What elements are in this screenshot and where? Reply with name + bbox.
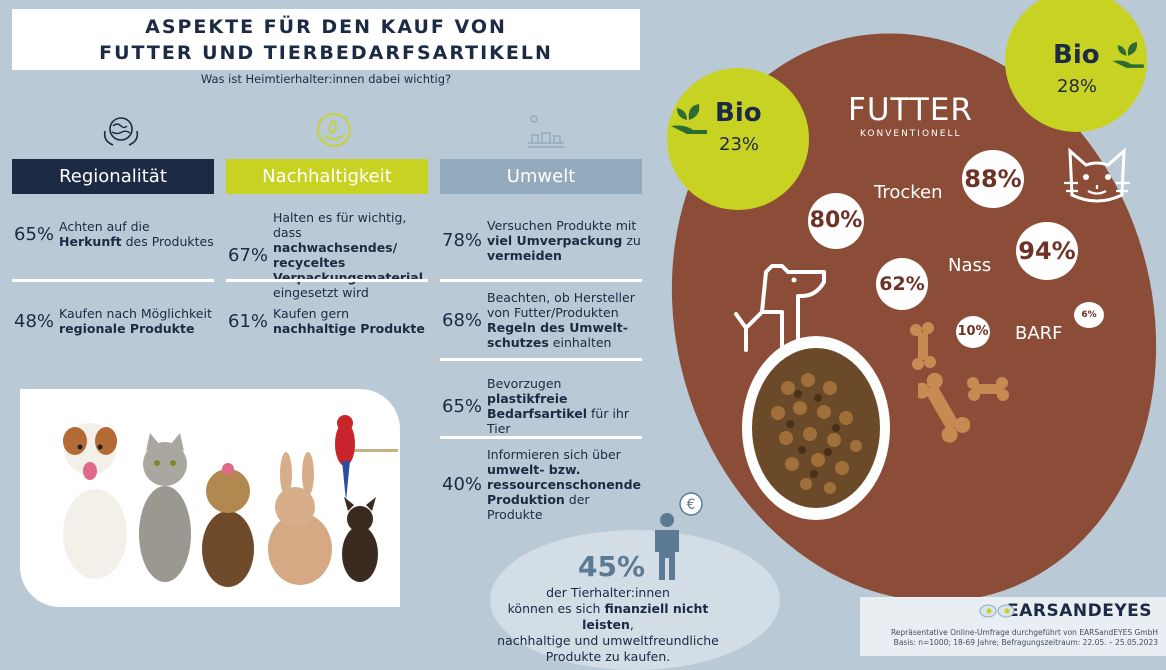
divider	[440, 279, 642, 282]
stat-text: Halten es für wichtig, dass nachwachsend…	[273, 210, 424, 300]
stat-regional-produkte: 48% Kaufen nach Möglichkeit regionale Pr…	[14, 306, 214, 336]
bubble-dog-trocken: 80%	[808, 193, 864, 249]
stat-umwelt-plastikfrei: 65% Bevorzugen plastikfreie Bedarfsartik…	[442, 376, 642, 436]
bubble-cat-nass: 94%	[1016, 222, 1078, 280]
leaf-hand-icon	[1112, 41, 1144, 68]
bubble-dog-nass: 62%	[876, 258, 928, 310]
euro-person-icon: €	[655, 492, 703, 580]
dog-icon	[734, 264, 826, 352]
stat-text: Beachten, ob Hersteller von Futter/Produ…	[487, 290, 635, 350]
stat-nachhaltig-produkte: 61% Kaufen gern nachhaltige Produkte	[228, 306, 428, 336]
stat-percent: 65%	[14, 223, 55, 245]
stat-text: Informieren sich über umwelt- bzw. resso…	[487, 447, 641, 522]
stat-percent: 68%	[442, 309, 483, 331]
category-umwelt: Umwelt	[440, 159, 642, 194]
leaf-hands-icon	[317, 113, 351, 147]
stat-percent: 61%	[228, 310, 269, 332]
bubble-dog-barf: 10%	[956, 316, 990, 348]
bone-icon	[910, 322, 936, 370]
stat-umwelt-umverpackung: 78% Versuchen Produkte mit viel Umverpac…	[442, 218, 642, 263]
brand-logo: EARSANDEYES	[1007, 601, 1152, 621]
footer-text: Repräsentative Online-Umfrage durchgefüh…	[890, 628, 1158, 647]
stat-percent: 78%	[442, 230, 483, 251]
futter-subtitle: KONVENTIONELL	[860, 129, 962, 139]
stat-umwelt-produktion: 40% Informieren sich über umwelt- bzw. r…	[442, 447, 642, 522]
stat-percent: 40%	[442, 474, 483, 495]
svg-text:€: €	[687, 497, 696, 513]
divider	[440, 436, 642, 439]
divider	[226, 279, 428, 282]
title-line-2: FUTTER UND TIERBEDARFSARTIKELN	[99, 42, 553, 64]
sun-landscape-icon	[528, 115, 564, 148]
money-text: der Tierhalter:innen können es sich fina…	[497, 585, 719, 664]
label-barf: BARF	[1015, 323, 1063, 344]
footer: EARSANDEYES Repräsentative Online-Umfrag…	[860, 597, 1166, 656]
subtitle: Was ist Heimtierhalter:innen dabei wicht…	[200, 72, 452, 86]
leaf-hand-icon	[671, 104, 707, 134]
title-box: ASPEKTE FÜR DEN KAUF VON FUTTER UND TIER…	[12, 9, 640, 70]
bio-dog-percent: 23%	[719, 134, 760, 155]
chihuahua-figure	[342, 497, 378, 582]
cat-figure	[139, 433, 191, 582]
rabbit-figure	[268, 452, 332, 585]
category-nachhaltigkeit: Nachhaltigkeit	[226, 159, 428, 194]
stat-percent: 65%	[442, 395, 483, 417]
stat-text: Versuchen Produkte mit viel Umverpackung…	[487, 218, 641, 263]
money-percent: 45%	[578, 550, 646, 583]
pets-illustration	[63, 415, 398, 587]
money-oval	[490, 530, 780, 670]
stat-text: Kaufen gern nachhaltige Produkte	[273, 306, 425, 336]
label-nass: Nass	[948, 255, 992, 276]
bone-icon	[918, 372, 970, 443]
bio-cat-percent: 28%	[1057, 76, 1098, 97]
parrot-figure	[335, 415, 398, 501]
title-line-1: ASPEKTE FÜR DEN KAUF VON	[145, 16, 507, 38]
label-trocken: Trocken	[874, 182, 943, 203]
eyes-icon	[979, 604, 1015, 618]
category-regionalitaet: Regionalität	[12, 159, 214, 194]
bio-dog-label: Bio	[715, 98, 762, 128]
globe-hands-icon	[103, 117, 139, 146]
stat-text: Bevorzugen plastikfreie Bedarfsartikel f…	[487, 376, 629, 436]
bio-cat-circle: Bio 28%	[1005, 0, 1147, 132]
pets-image	[20, 389, 400, 607]
bio-dog-circle: Bio 23%	[667, 68, 809, 210]
yorkie-figure	[202, 463, 254, 587]
cat-icon	[1064, 147, 1130, 203]
stat-regional-herkunft: 65% Achten auf die Herkunft des Produkte…	[14, 219, 214, 249]
divider	[440, 358, 642, 361]
bubble-cat-barf: 6%	[1074, 302, 1104, 328]
bubble-cat-trocken: 88%	[962, 150, 1024, 208]
bone-icon	[967, 377, 1009, 401]
futter-title: FUTTER	[848, 92, 973, 128]
stat-percent: 48%	[14, 310, 55, 332]
food-bowl-illustration	[742, 336, 890, 520]
dog-figure	[63, 423, 127, 579]
divider	[12, 279, 214, 282]
stat-text: Kaufen nach Möglichkeit regionale Produk…	[59, 306, 212, 336]
stat-percent: 67%	[228, 244, 269, 266]
stat-nachhaltig-verpackung: 67% Halten es für wichtig, dass nachwach…	[228, 210, 428, 300]
bio-cat-label: Bio	[1053, 40, 1100, 70]
stat-text: Achten auf die Herkunft des Produktes	[59, 219, 214, 249]
stat-umwelt-umweltschutz: 68% Beachten, ob Hersteller von Futter/P…	[442, 290, 642, 350]
